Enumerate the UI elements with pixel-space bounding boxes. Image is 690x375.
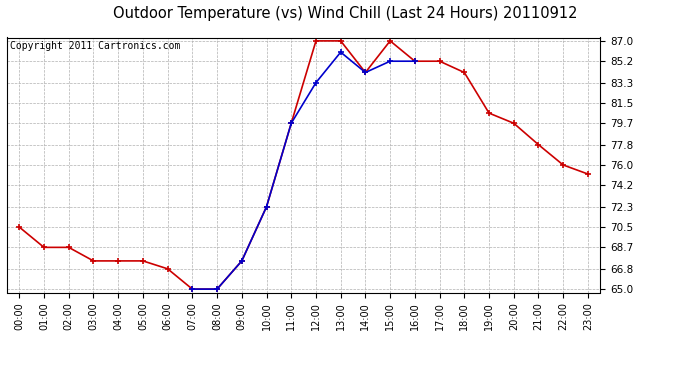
Text: Copyright 2011 Cartronics.com: Copyright 2011 Cartronics.com (10, 41, 180, 51)
Text: Outdoor Temperature (vs) Wind Chill (Last 24 Hours) 20110912: Outdoor Temperature (vs) Wind Chill (Las… (112, 6, 578, 21)
